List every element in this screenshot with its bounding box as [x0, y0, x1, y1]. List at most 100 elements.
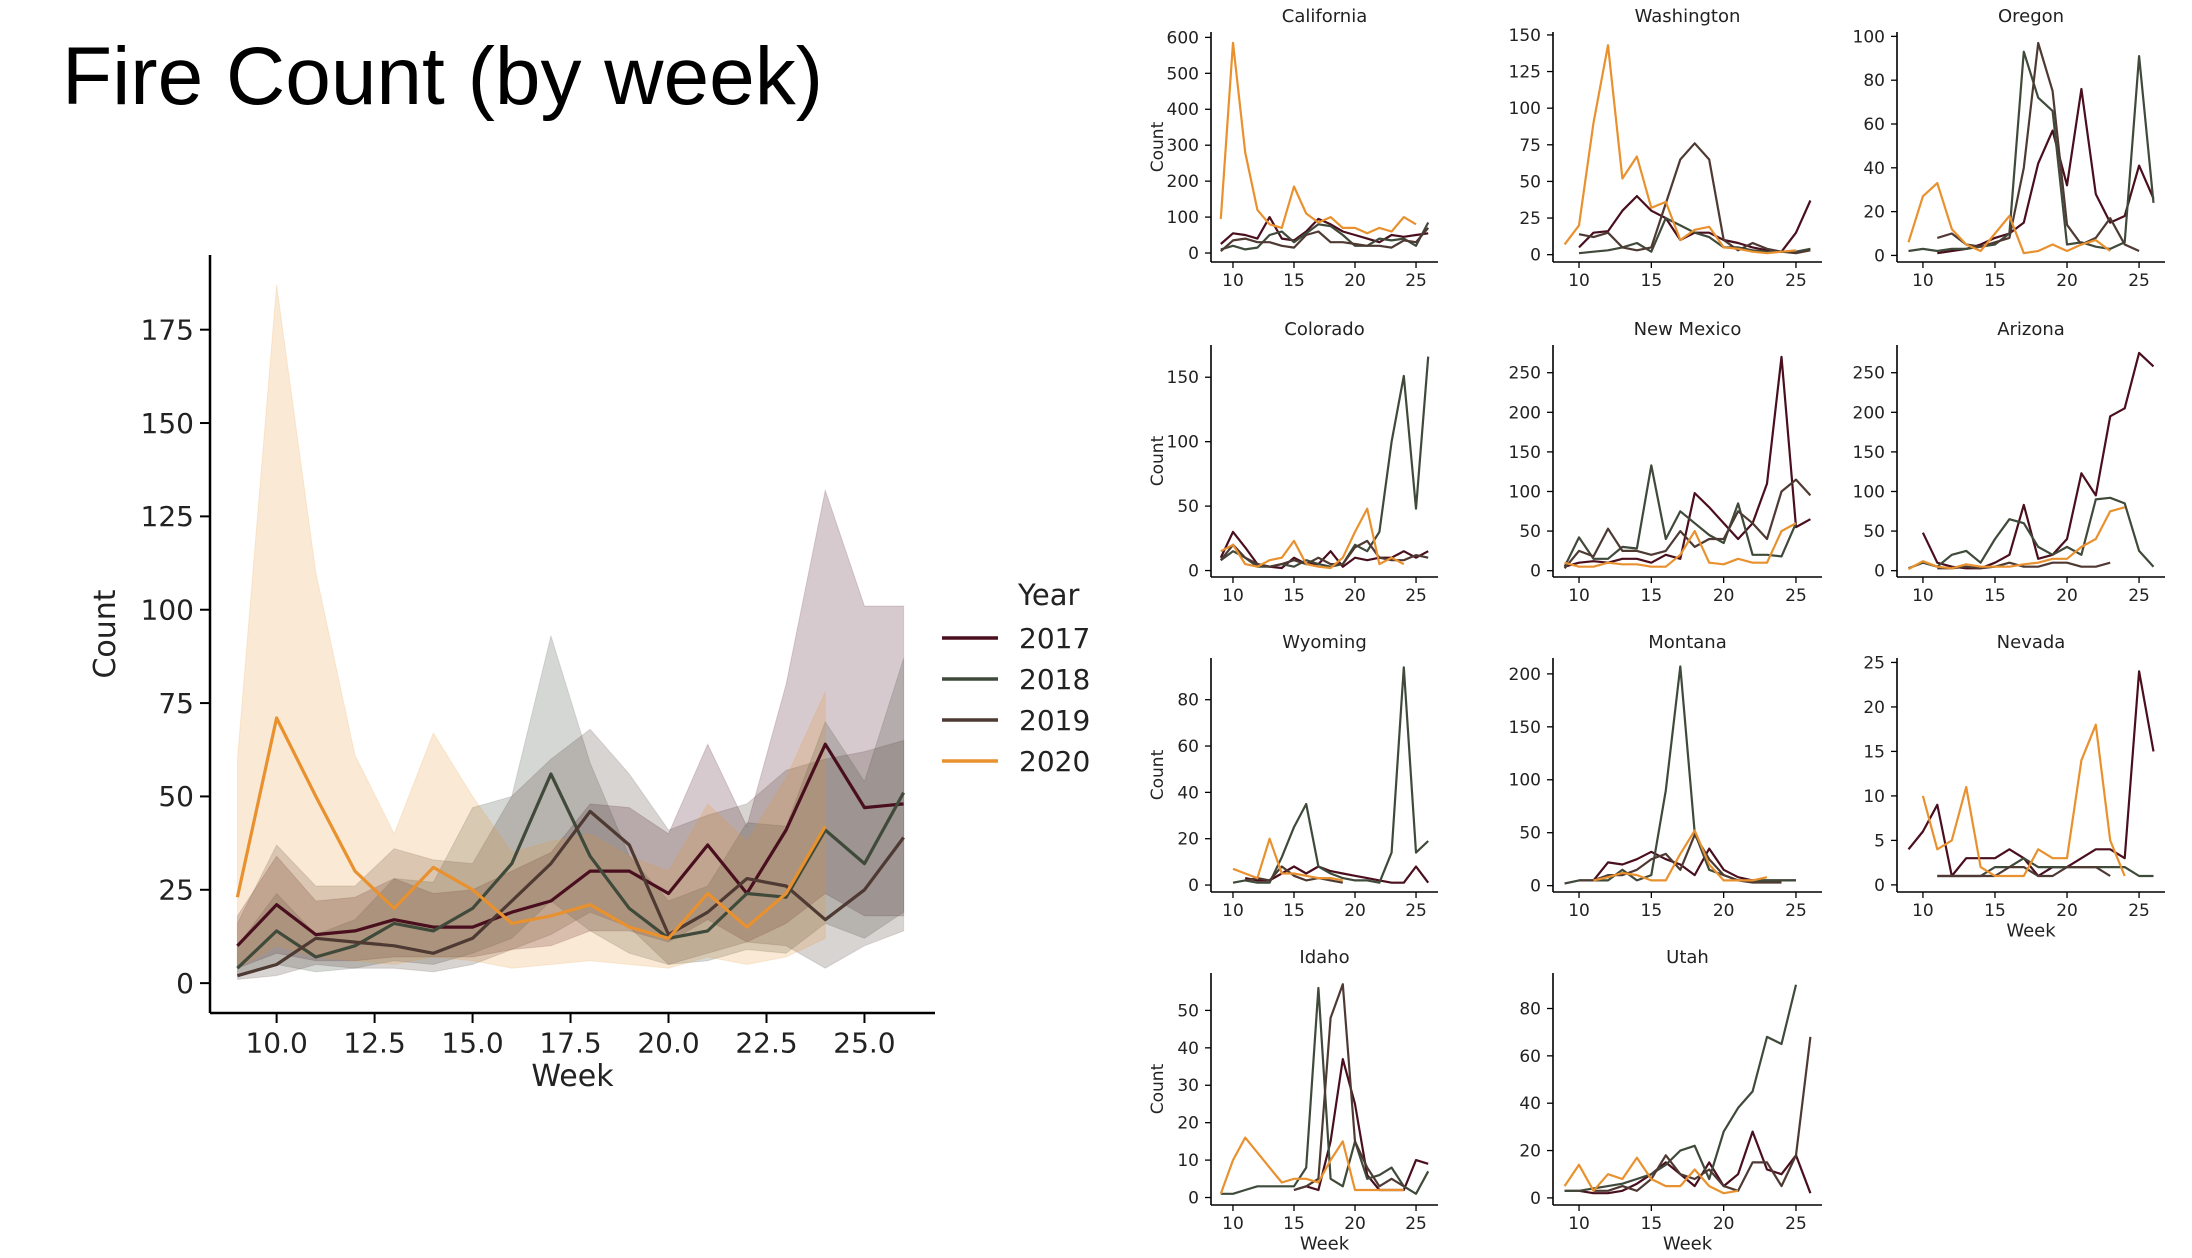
- x-tick-label: 25: [1405, 586, 1427, 606]
- x-axis-label: Week: [2006, 920, 2056, 941]
- y-tick-label: 50: [1177, 497, 1199, 517]
- series-line-2020: [1219, 41, 1417, 235]
- series-line-2018: [1563, 464, 1798, 568]
- series-line-2018: [1232, 666, 1429, 884]
- y-tick-label: 0: [1530, 246, 1541, 266]
- x-tick-label: 15: [1641, 271, 1663, 291]
- y-axis-label: Count: [1148, 1063, 1168, 1114]
- y-tick-label: 10: [1177, 1151, 1199, 1171]
- x-axis-label: Week: [531, 1059, 614, 1094]
- legend: Year 2017 2018 2019 2020: [942, 578, 1090, 778]
- series-line-2017: [1937, 87, 2155, 255]
- x-tick-label: 15: [1984, 901, 2006, 921]
- y-tick-label: 0: [1188, 244, 1199, 264]
- y-tick-label: 200: [1509, 403, 1541, 423]
- confidence-band-2018: [236, 633, 905, 977]
- x-tick-label: 15: [1641, 586, 1663, 606]
- y-tick-label: 40: [1863, 159, 1885, 179]
- y-tick-label: 175: [141, 313, 194, 346]
- series-line-2019: [1578, 142, 1811, 255]
- subplot-colorado: 0 50 100 150 10 15 20 25 Colorado Count: [1148, 319, 1438, 606]
- series-line-2019: [1593, 1036, 1812, 1192]
- subplot-oregon: 0 20 40 60 80 100 10 15 20 25 Oregon: [1853, 6, 2165, 291]
- series-line-2017: [236, 742, 904, 947]
- x-tick-label: 10: [1912, 271, 1934, 291]
- x-tick-label: 22.5: [735, 1026, 797, 1059]
- subplot-main: 0 25 50 75 100 125 150 175 10.0 12.5 15.0 17.5 20.0 2…: [88, 255, 935, 1094]
- y-tick-label: 15: [1863, 742, 1885, 762]
- y-tick-label: 125: [141, 500, 194, 533]
- x-tick-label: 25.0: [833, 1026, 895, 1059]
- x-tick-label: 15: [1283, 1214, 1305, 1234]
- subplot-title: New Mexico: [1634, 319, 1742, 340]
- x-tick-label: 10: [1222, 586, 1244, 606]
- x-tick-label: 20: [1344, 901, 1366, 921]
- y-tick-label: 200: [1509, 665, 1541, 685]
- x-tick-label: 10: [1222, 271, 1244, 291]
- y-tick-label: 40: [1519, 1094, 1541, 1114]
- series-line-2017: [1293, 1058, 1429, 1192]
- y-axis-label: Count: [88, 589, 123, 678]
- y-tick-label: 75: [158, 687, 194, 720]
- y-tick-label: 80: [1863, 71, 1885, 91]
- series-line-2020: [1563, 44, 1797, 255]
- x-tick-label: 20: [2056, 901, 2078, 921]
- y-tick-label: 100: [1509, 771, 1541, 791]
- x-tick-label: 20: [1344, 271, 1366, 291]
- y-tick-label: 100: [1853, 482, 1885, 502]
- y-tick-label: 50: [1519, 824, 1541, 844]
- series-line-2020: [1220, 507, 1405, 570]
- series-line-2019: [1936, 41, 2140, 253]
- subplot-wyoming: 0 20 40 60 80 10 15 20 25 Wyoming Count: [1148, 632, 1438, 921]
- y-tick-label: 50: [1519, 522, 1541, 542]
- subplot-nevada: 0 5 10 15 20 25 10 15 20 25 Nevada Week: [1863, 632, 2165, 941]
- x-tick-label: 17.5: [539, 1026, 601, 1059]
- series-line-2019: [236, 809, 905, 978]
- series-line-2019: [1293, 983, 1405, 1192]
- y-tick-label: 100: [1509, 482, 1541, 502]
- x-tick-label: 15: [1283, 586, 1305, 606]
- series-line-2019: [1244, 865, 1344, 884]
- subplot-title: Colorado: [1284, 319, 1364, 340]
- y-tick-label: 0: [1530, 877, 1541, 897]
- subplot-title: Wyoming: [1282, 632, 1367, 653]
- x-tick-label: 25: [1405, 901, 1427, 921]
- y-tick-label: 250: [1853, 364, 1885, 384]
- series-line-2017: [1907, 670, 2155, 878]
- x-tick-label: 25: [2128, 271, 2150, 291]
- series-line-2020: [235, 716, 827, 940]
- y-tick-label: 80: [1177, 691, 1199, 711]
- y-tick-label: 0: [1188, 876, 1199, 896]
- series-line-2019: [1220, 227, 1430, 253]
- y-tick-label: 100: [141, 594, 194, 627]
- x-tick-label: 15: [1283, 271, 1305, 291]
- x-tick-label: 25: [1785, 901, 1807, 921]
- y-tick-label: 25: [158, 874, 194, 907]
- x-tick-label: 10: [1222, 1214, 1244, 1234]
- y-tick-label: 100: [1853, 27, 1885, 47]
- x-tick-label: 20: [2056, 271, 2078, 291]
- y-tick-label: 40: [1177, 1039, 1199, 1059]
- y-tick-label: 300: [1167, 136, 1199, 156]
- x-tick-label: 15: [1641, 901, 1663, 921]
- subplot-title: Utah: [1666, 947, 1709, 968]
- x-axis-label: Week: [1663, 1233, 1713, 1254]
- series-line-2017: [1219, 530, 1429, 570]
- series-line-2018: [1220, 221, 1430, 251]
- series-line-2020: [1232, 837, 1344, 882]
- x-tick-label: 25: [1405, 271, 1427, 291]
- x-tick-label: 20: [1344, 1214, 1366, 1234]
- y-tick-label: 0: [1530, 562, 1541, 582]
- y-tick-label: 150: [1509, 26, 1541, 46]
- y-tick-label: 250: [1509, 364, 1541, 384]
- legend-title: Year: [1017, 578, 1079, 612]
- subplot-california: 0 100 200 300 400 500 600 10 15 20 25 California Cou…: [1148, 6, 1438, 291]
- series-line-2017: [1564, 1130, 1812, 1195]
- series-line-2019: [1219, 539, 1429, 568]
- x-axis-label: Week: [1300, 1233, 1350, 1254]
- y-axis-label: Count: [1148, 749, 1168, 800]
- legend-label-2019: 2019: [1019, 704, 1090, 737]
- x-tick-label: 20.0: [637, 1026, 699, 1059]
- subplot-utah: 0 20 40 60 80 10 15 20 25 Utah Week: [1519, 947, 1822, 1254]
